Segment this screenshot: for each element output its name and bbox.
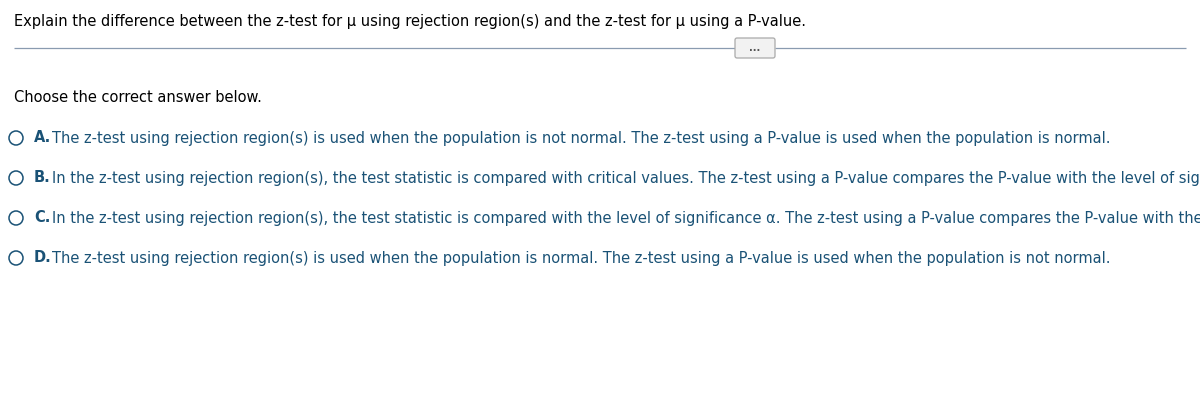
Text: C.: C.: [34, 211, 50, 225]
FancyBboxPatch shape: [734, 38, 775, 58]
Text: In the z-test using rejection region(s), the test statistic is compared with the: In the z-test using rejection region(s),…: [52, 211, 1200, 225]
Text: The z-test using rejection region(s) is used when the population is normal. The : The z-test using rejection region(s) is …: [52, 250, 1110, 265]
Text: Explain the difference between the z-test for μ using rejection region(s) and th: Explain the difference between the z-tes…: [14, 14, 806, 29]
Text: A.: A.: [34, 130, 52, 145]
Text: B.: B.: [34, 171, 50, 186]
Text: Choose the correct answer below.: Choose the correct answer below.: [14, 90, 262, 105]
Text: D.: D.: [34, 250, 52, 265]
Text: ...: ...: [749, 43, 761, 53]
Text: In the z-test using rejection region(s), the test statistic is compared with cri: In the z-test using rejection region(s),…: [52, 171, 1200, 186]
Text: The z-test using rejection region(s) is used when the population is not normal. : The z-test using rejection region(s) is …: [52, 130, 1110, 145]
